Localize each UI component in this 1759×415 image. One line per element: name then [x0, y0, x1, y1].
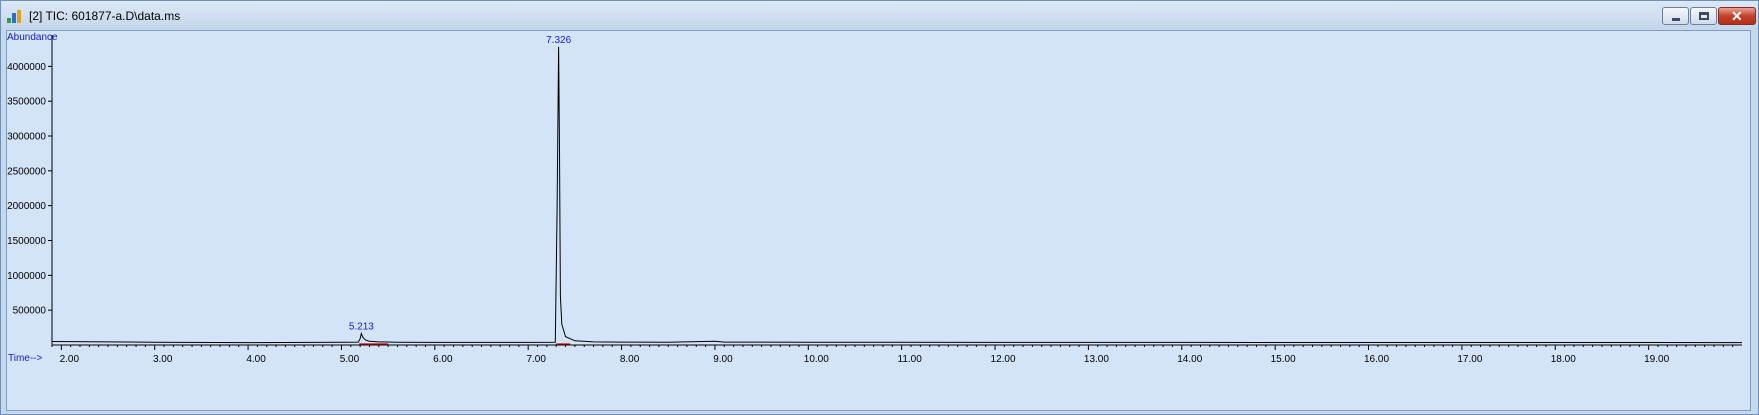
x-tick-label: 8.00 [620, 354, 640, 365]
chart-ticks: 500000 1000000 1500000 2000000 2500000 300000… [7, 62, 1734, 365]
chart-labels: Abundance Time--> 5.213 7.326 [7, 32, 572, 364]
x-tick-label: 17.00 [1457, 354, 1482, 365]
x-tick-label: 12.00 [991, 354, 1016, 365]
y-tick-label: 3500000 [7, 97, 46, 108]
x-tick-label: 4.00 [246, 354, 266, 365]
restore-button[interactable] [1690, 7, 1717, 25]
minimize-button[interactable] [1662, 7, 1689, 25]
tic-trace-line [51, 46, 1743, 344]
chromatogram-app-icon [7, 10, 21, 23]
y-tick-label: 500000 [13, 306, 47, 317]
close-icon: ✕ [1731, 8, 1743, 24]
x-tick-label: 15.00 [1271, 354, 1296, 365]
x-axis-title: Time--> [8, 353, 43, 364]
y-tick-label: 3000000 [7, 132, 46, 143]
x-tick-label: 2.00 [60, 354, 80, 365]
x-tick-label: 19.00 [1644, 354, 1669, 365]
x-tick-label: 18.00 [1551, 354, 1576, 365]
y-tick-label: 4000000 [7, 62, 46, 73]
chart-trace [51, 46, 1743, 344]
chromatogram-plot-area[interactable]: 500000 1000000 1500000 2000000 2500000 300000… [6, 30, 1751, 411]
y-tick-label: 2000000 [7, 201, 46, 212]
x-tick-label: 10.00 [804, 354, 829, 365]
vertical-scrollbar[interactable] [1752, 30, 1758, 411]
title-bar[interactable]: [2] TIC: 601877-a.D\data.ms ✕ [1, 1, 1758, 29]
close-button[interactable]: ✕ [1718, 7, 1756, 25]
y-axis-title: Abundance [7, 32, 58, 43]
x-tick-label: 14.00 [1177, 354, 1202, 365]
window-title: [2] TIC: 601877-a.D\data.ms [29, 9, 181, 23]
minimize-icon [1672, 18, 1680, 21]
x-tick-label: 7.00 [526, 354, 546, 365]
x-tick-label: 16.00 [1364, 354, 1389, 365]
x-tick-label: 11.00 [898, 354, 923, 365]
y-tick-label: 1000000 [7, 271, 46, 282]
restore-icon [1699, 12, 1709, 20]
chart-axes [51, 35, 1742, 346]
x-tick-label: 13.00 [1084, 354, 1109, 365]
peak-label: 5.213 [349, 322, 374, 333]
tic-chromatogram-chart[interactable]: 500000 1000000 1500000 2000000 2500000 300000… [7, 31, 1750, 410]
x-tick-label: 3.00 [153, 354, 173, 365]
y-tick-label: 2500000 [7, 166, 46, 177]
y-tick-label: 1500000 [7, 236, 46, 247]
x-tick-label: 6.00 [433, 354, 453, 365]
x-tick-label: 5.00 [340, 354, 360, 365]
x-tick-label: 9.00 [713, 354, 733, 365]
peak-label: 7.326 [546, 35, 571, 46]
